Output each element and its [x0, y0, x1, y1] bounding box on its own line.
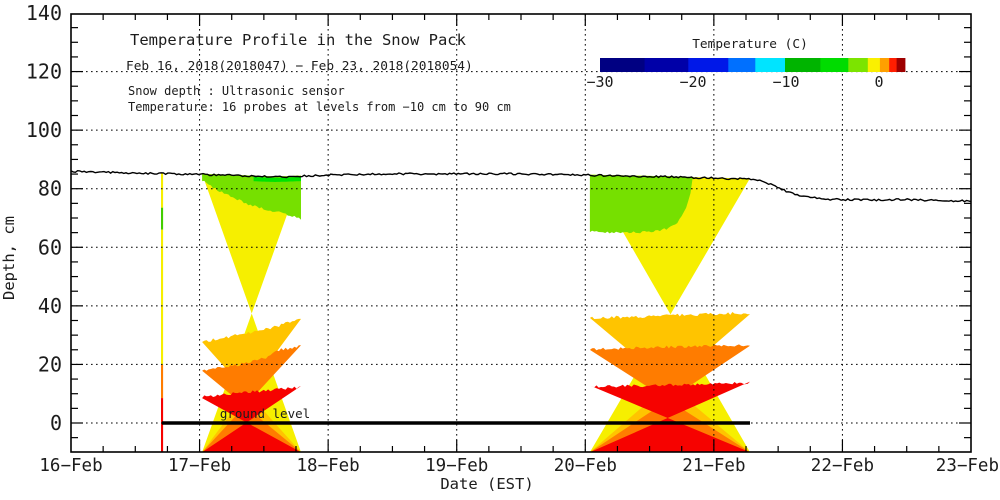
layer-bright-green: [253, 176, 301, 182]
snow-depth-line: [70, 169, 972, 203]
layer-yellow: [589, 174, 750, 453]
temperature-band: [161, 173, 164, 453]
ground-level-label: ground level: [220, 406, 310, 421]
x-tick-label: 22−Feb: [811, 456, 874, 476]
x-axis-label: Date (EST): [440, 475, 533, 493]
x-tick-label: 16−Feb: [39, 456, 102, 476]
y-tick-label: 40: [38, 294, 62, 318]
band-segment: [161, 398, 164, 453]
x-tick-label: 23−Feb: [936, 456, 999, 476]
y-tick-label: 20: [38, 352, 62, 376]
colorbar-segment: [896, 58, 906, 72]
colorbar-segment: [785, 58, 821, 72]
chart-title: Temperature Profile in the Snow Pack: [130, 31, 467, 49]
axes-layer: [70, 13, 972, 453]
y-axis-label: Depth, cm: [0, 216, 18, 300]
y-tick-label: 80: [38, 177, 62, 201]
colorbar-segment: [848, 58, 869, 72]
x-tick-label: 19−Feb: [425, 456, 488, 476]
plot-frame: [70, 13, 972, 453]
x-tick-label: 20−Feb: [554, 456, 617, 476]
chart-note-snow-depth: Snow depth : Ultrasonic sensor: [128, 84, 345, 98]
tick-labels-layer: 0 20 40 60 80 100 120 140 16−Feb 17−Feb 18−Feb 19−F…: [26, 1, 999, 476]
colorbar-segment: [879, 58, 890, 72]
chart-note-temperature: Temperature: 16 probes at levels from −1…: [128, 100, 511, 114]
colorbar-segment: [820, 58, 849, 72]
band-segment: [161, 173, 164, 208]
gridlines-layer: [71, 14, 971, 452]
colorbar-segment: [644, 58, 689, 72]
colorbar-segment: [867, 58, 881, 72]
temperature-band: [589, 174, 750, 453]
colorbar-tick-label: −20: [679, 73, 706, 91]
colorbar-segment: [755, 58, 786, 72]
chart-subtitle: Feb 16, 2018(2018047) − Feb 23, 2018(201…: [126, 59, 473, 74]
band-segment: [161, 365, 164, 399]
temperature-bands-layer: [161, 173, 750, 453]
colorbar: −30 −20 −10 0: [586, 58, 906, 91]
y-tick-label: 100: [26, 118, 62, 142]
colorbar-segment: [728, 58, 756, 72]
x-tick-label: 18−Feb: [296, 456, 359, 476]
lines-layer: [70, 169, 972, 425]
layer-green: [589, 174, 693, 234]
y-tick-label: 0: [50, 411, 62, 435]
colorbar-tick-label: −10: [772, 73, 799, 91]
y-tick-label: 140: [26, 1, 62, 25]
y-tick-label: 120: [26, 60, 62, 84]
temperature-band: [202, 173, 301, 453]
colorbar-tick-label: 0: [874, 73, 883, 91]
band-segment: [161, 229, 164, 365]
colorbar-segment: [889, 58, 897, 72]
colorbar-segment: [600, 58, 645, 72]
y-tick-label: 60: [38, 235, 62, 259]
colorbar-title: Temperature (C): [692, 37, 808, 52]
band-segment: [161, 207, 164, 230]
x-tick-label: 17−Feb: [168, 456, 231, 476]
colorbar-tick-label: −30: [586, 73, 613, 91]
colorbar-segment: [688, 58, 729, 72]
layer-red: [202, 386, 301, 453]
layer-red: [589, 381, 750, 453]
layer-yellow: [202, 173, 301, 453]
layer-green: [202, 173, 301, 220]
x-tick-label: 21−Feb: [682, 456, 745, 476]
